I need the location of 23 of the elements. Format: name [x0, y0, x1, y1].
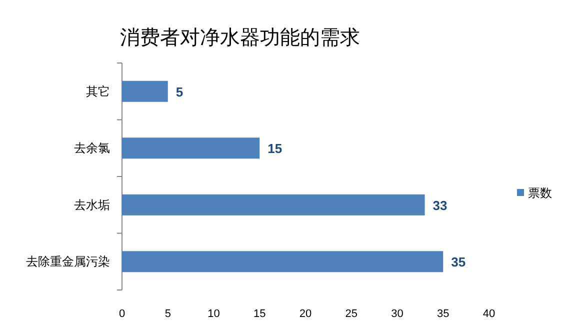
x-tick-label: 5	[164, 308, 171, 320]
x-tick-label: 30	[391, 308, 404, 320]
data-label: 33	[432, 198, 448, 213]
x-tick-label: 40	[482, 308, 496, 320]
data-label: 5	[176, 84, 184, 100]
y-tick-label: 去水垢	[74, 198, 110, 212]
data-label: 15	[268, 141, 282, 156]
x-tick-label: 35	[437, 308, 450, 320]
legend-label: 票数	[528, 186, 552, 200]
title: 消费者对净水器功能的需求	[120, 27, 360, 49]
y-tick-label: 其它	[86, 84, 110, 98]
x-tick-label: 10	[208, 308, 220, 320]
data-label: 35	[451, 254, 466, 270]
x-tick-label: 25	[345, 308, 358, 320]
bar	[122, 138, 260, 159]
bar	[122, 194, 425, 216]
y-tick-label: 去除重金属污染	[26, 254, 110, 269]
x-tick-label: 0	[118, 308, 126, 320]
x-tick-label: 20	[299, 308, 312, 320]
y-tick-label: 去余氯	[74, 141, 110, 156]
bar	[122, 80, 168, 102]
x-tick-label: 15	[254, 308, 266, 320]
bar	[122, 251, 444, 272]
